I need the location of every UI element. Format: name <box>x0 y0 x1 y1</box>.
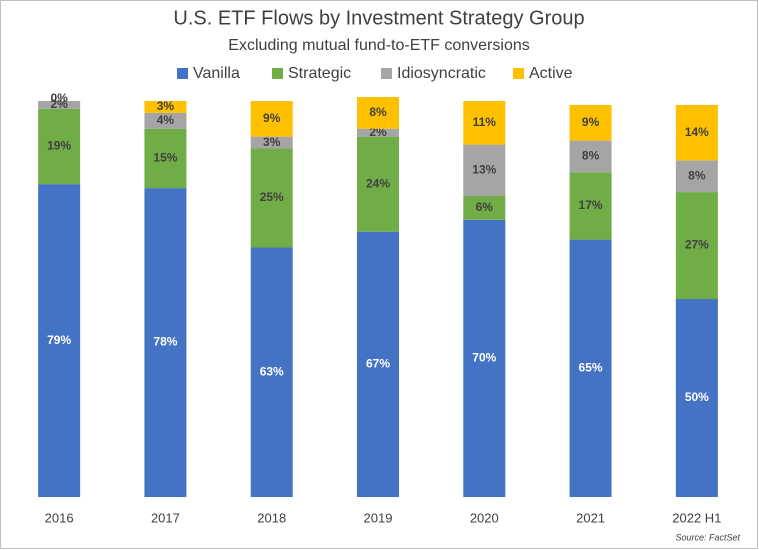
bar-segment <box>144 101 187 113</box>
x-tick-label: 2021 <box>576 510 605 525</box>
legend-swatch <box>381 68 392 79</box>
data-label: 11% <box>473 115 497 129</box>
legend-label: Idiosyncratic <box>397 65 486 82</box>
x-tick-label: 2020 <box>470 510 499 525</box>
x-tick-label: 2017 <box>151 510 180 525</box>
legend-swatch <box>272 68 283 79</box>
bar-segment <box>38 184 81 497</box>
bar-segment <box>250 247 293 497</box>
data-label: 4% <box>157 113 175 127</box>
chart-subtitle: Excluding mutual fund-to-ETF conversions <box>228 37 529 54</box>
data-label: 27% <box>685 238 709 252</box>
bar-segment <box>569 104 612 141</box>
bar-segment <box>357 231 399 497</box>
bar-segment <box>463 219 506 498</box>
data-label: 78% <box>153 335 177 349</box>
legend-label: Strategic <box>288 65 351 82</box>
legend-label: Active <box>529 65 573 82</box>
data-label: 9% <box>263 111 281 125</box>
bar-segment <box>675 160 718 193</box>
source-note: Source: FactSet <box>675 532 740 542</box>
data-label: 67% <box>366 357 390 371</box>
bar-segment <box>144 128 187 189</box>
bar-segment <box>463 101 506 145</box>
x-tick-label: 2022 H1 <box>672 510 721 525</box>
data-label: 79% <box>47 333 71 347</box>
data-label: 8% <box>688 168 706 182</box>
bar-segment <box>144 188 187 497</box>
data-label: 14% <box>685 125 709 139</box>
legend-label: Vanilla <box>193 65 240 82</box>
data-label: 70% <box>472 351 496 365</box>
bar-segment <box>675 104 718 161</box>
bar-segment <box>250 148 293 248</box>
bar-segment <box>38 101 81 109</box>
bar-segment <box>463 144 506 197</box>
data-label: 3% <box>263 135 281 149</box>
data-label: 17% <box>579 198 603 212</box>
data-label: 3% <box>157 99 175 113</box>
bar-segment <box>569 239 612 497</box>
bar-segment <box>569 172 612 240</box>
data-label: 9% <box>582 115 600 129</box>
x-tick-label: 2018 <box>257 510 286 525</box>
bar-segment <box>463 196 506 220</box>
data-label: 24% <box>366 176 390 190</box>
bar-segment <box>357 136 399 232</box>
data-label: 15% <box>153 151 177 165</box>
data-label: 8% <box>369 105 387 119</box>
legend-swatch <box>513 68 524 79</box>
data-label: 25% <box>260 190 284 204</box>
data-label: 2% <box>50 97 68 111</box>
bar-segment <box>144 112 187 129</box>
x-tick-label: 2016 <box>45 510 74 525</box>
bar-segment <box>675 192 718 299</box>
bar-segment <box>357 97 399 129</box>
bar-segment <box>250 136 293 149</box>
data-label: 6% <box>476 200 494 214</box>
bar-segment <box>250 101 293 137</box>
bar-segment <box>357 128 399 137</box>
chart-title: U.S. ETF Flows by Investment Strategy Gr… <box>173 7 584 29</box>
data-label: 19% <box>47 139 71 153</box>
legend-swatch <box>177 68 188 79</box>
x-tick-label: 2019 <box>364 510 393 525</box>
data-label: 0% <box>50 91 68 105</box>
data-label: 50% <box>685 390 709 404</box>
data-label: 13% <box>472 162 496 176</box>
data-label: 65% <box>579 360 603 374</box>
bar-segment <box>38 108 81 185</box>
bar-segment <box>569 140 612 173</box>
data-label: 8% <box>582 149 600 163</box>
data-label: 63% <box>260 364 284 378</box>
bar-segment <box>675 299 718 497</box>
